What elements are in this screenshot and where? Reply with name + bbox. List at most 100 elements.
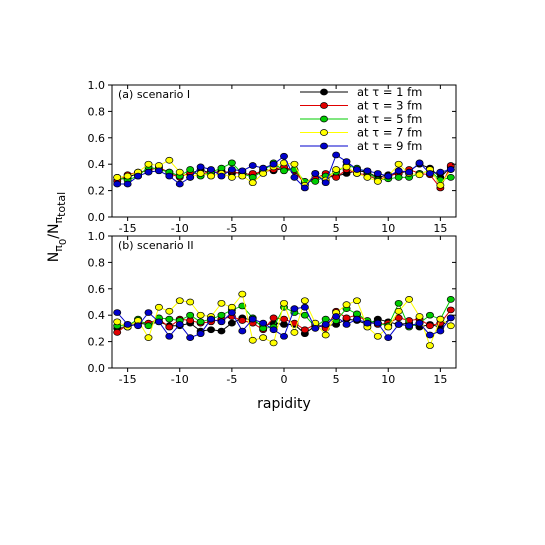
y-tick-label: 0.6: [88, 132, 106, 145]
data-point: [425, 342, 434, 349]
data-point: [113, 174, 122, 181]
data-point: [144, 322, 153, 330]
data-point: [227, 174, 236, 181]
data-point: [175, 180, 184, 188]
data-point: [300, 326, 309, 334]
legend-entry: at τ = 7 fm: [300, 126, 422, 140]
data-point: [300, 297, 309, 305]
y-axis: 0.0 0.2 0.4 0.6 0.8 1.0 0.0 0.2 0.4 0.6 0.8 1.0: [88, 79, 456, 375]
data-point: [207, 166, 215, 173]
data-point: [217, 299, 226, 307]
data-point: [415, 319, 424, 327]
data-point: [405, 322, 414, 330]
data-point: [269, 314, 278, 322]
data-point: [238, 327, 247, 335]
data-point: [425, 311, 434, 319]
data-point: [280, 315, 288, 323]
data-point: [353, 315, 361, 323]
data-point: [300, 303, 309, 311]
data-point: [446, 322, 455, 330]
data-point: [134, 322, 143, 330]
data-point: [248, 315, 257, 323]
data-point: [207, 315, 215, 323]
data-point: [436, 315, 445, 323]
data-point: [425, 322, 434, 330]
legend-label: at τ = 1 fm: [357, 85, 422, 99]
data-point: [165, 156, 174, 164]
legend-entry: at τ = 1 fm: [300, 85, 422, 99]
y-tick-label: 0.8: [88, 256, 106, 269]
panel-b-plot: [113, 290, 455, 349]
data-point: [269, 339, 278, 347]
legend-marker: [320, 88, 328, 96]
data-point: [446, 314, 455, 322]
data-point: [207, 326, 215, 334]
data-point: [353, 297, 361, 305]
x-tick-label: 0: [281, 222, 288, 235]
y-tick-label: 0.2: [88, 185, 106, 198]
x-tick-label: 15: [433, 222, 447, 235]
data-point: [436, 327, 445, 335]
series-4: [113, 151, 455, 192]
data-point: [154, 303, 163, 311]
legend-marker: [320, 102, 328, 109]
data-point: [269, 160, 278, 168]
data-point: [217, 311, 226, 319]
x-tick-label: 15: [433, 373, 447, 386]
y-axis-title-part: 0: [58, 239, 69, 245]
data-point: [123, 172, 132, 180]
panel-a-label: (a) scenario I: [118, 88, 190, 101]
y-tick-label: 0.2: [88, 336, 106, 349]
y-axis-title-part: /N: [46, 224, 62, 239]
data-point: [342, 158, 351, 165]
data-point: [238, 302, 247, 310]
data-point: [144, 309, 153, 316]
data-point: [290, 329, 299, 336]
legend-marker: [320, 115, 328, 123]
data-point: [363, 167, 372, 175]
legend-entry: at τ = 9 fm: [300, 139, 422, 153]
data-point: [196, 318, 205, 326]
data-point: [227, 166, 236, 173]
panel-b: (b) scenario II: [111, 235, 457, 369]
data-point: [415, 171, 424, 179]
data-point: [196, 170, 205, 177]
data-point: [342, 314, 351, 322]
x-tick-label: -5: [226, 373, 237, 386]
data-point: [425, 331, 434, 339]
data-point: [227, 159, 236, 167]
data-point: [394, 321, 403, 328]
data-point: [280, 167, 288, 175]
panel-b-label: (b) scenario II: [118, 239, 194, 252]
y-tick-label: 0.4: [88, 158, 106, 171]
data-point: [280, 299, 288, 307]
data-point: [123, 321, 132, 328]
data-point: [384, 334, 393, 341]
data-point: [415, 313, 424, 320]
data-point: [238, 290, 247, 298]
x-axis-title: rapidity: [257, 396, 311, 412]
x-tick-label: -15: [119, 222, 137, 235]
data-point: [113, 318, 122, 326]
legend-entry: at τ = 3 fm: [300, 99, 422, 113]
data-point: [373, 319, 382, 327]
data-point: [363, 319, 372, 327]
data-point: [165, 323, 174, 331]
data-point: [436, 168, 445, 176]
data-point: [165, 315, 174, 323]
data-point: [280, 152, 288, 160]
data-point: [394, 299, 403, 307]
series-1: [113, 162, 455, 192]
legend-marker: [320, 129, 328, 136]
data-point: [415, 159, 424, 167]
data-point: [165, 172, 174, 180]
data-point: [248, 162, 257, 169]
data-point: [300, 184, 309, 192]
y-axis-title-part: π: [52, 217, 65, 224]
x-tick-label: 5: [333, 222, 340, 235]
x-tick-label: -5: [226, 222, 237, 235]
y-tick-label: 0.8: [88, 105, 106, 118]
data-point: [446, 166, 455, 173]
